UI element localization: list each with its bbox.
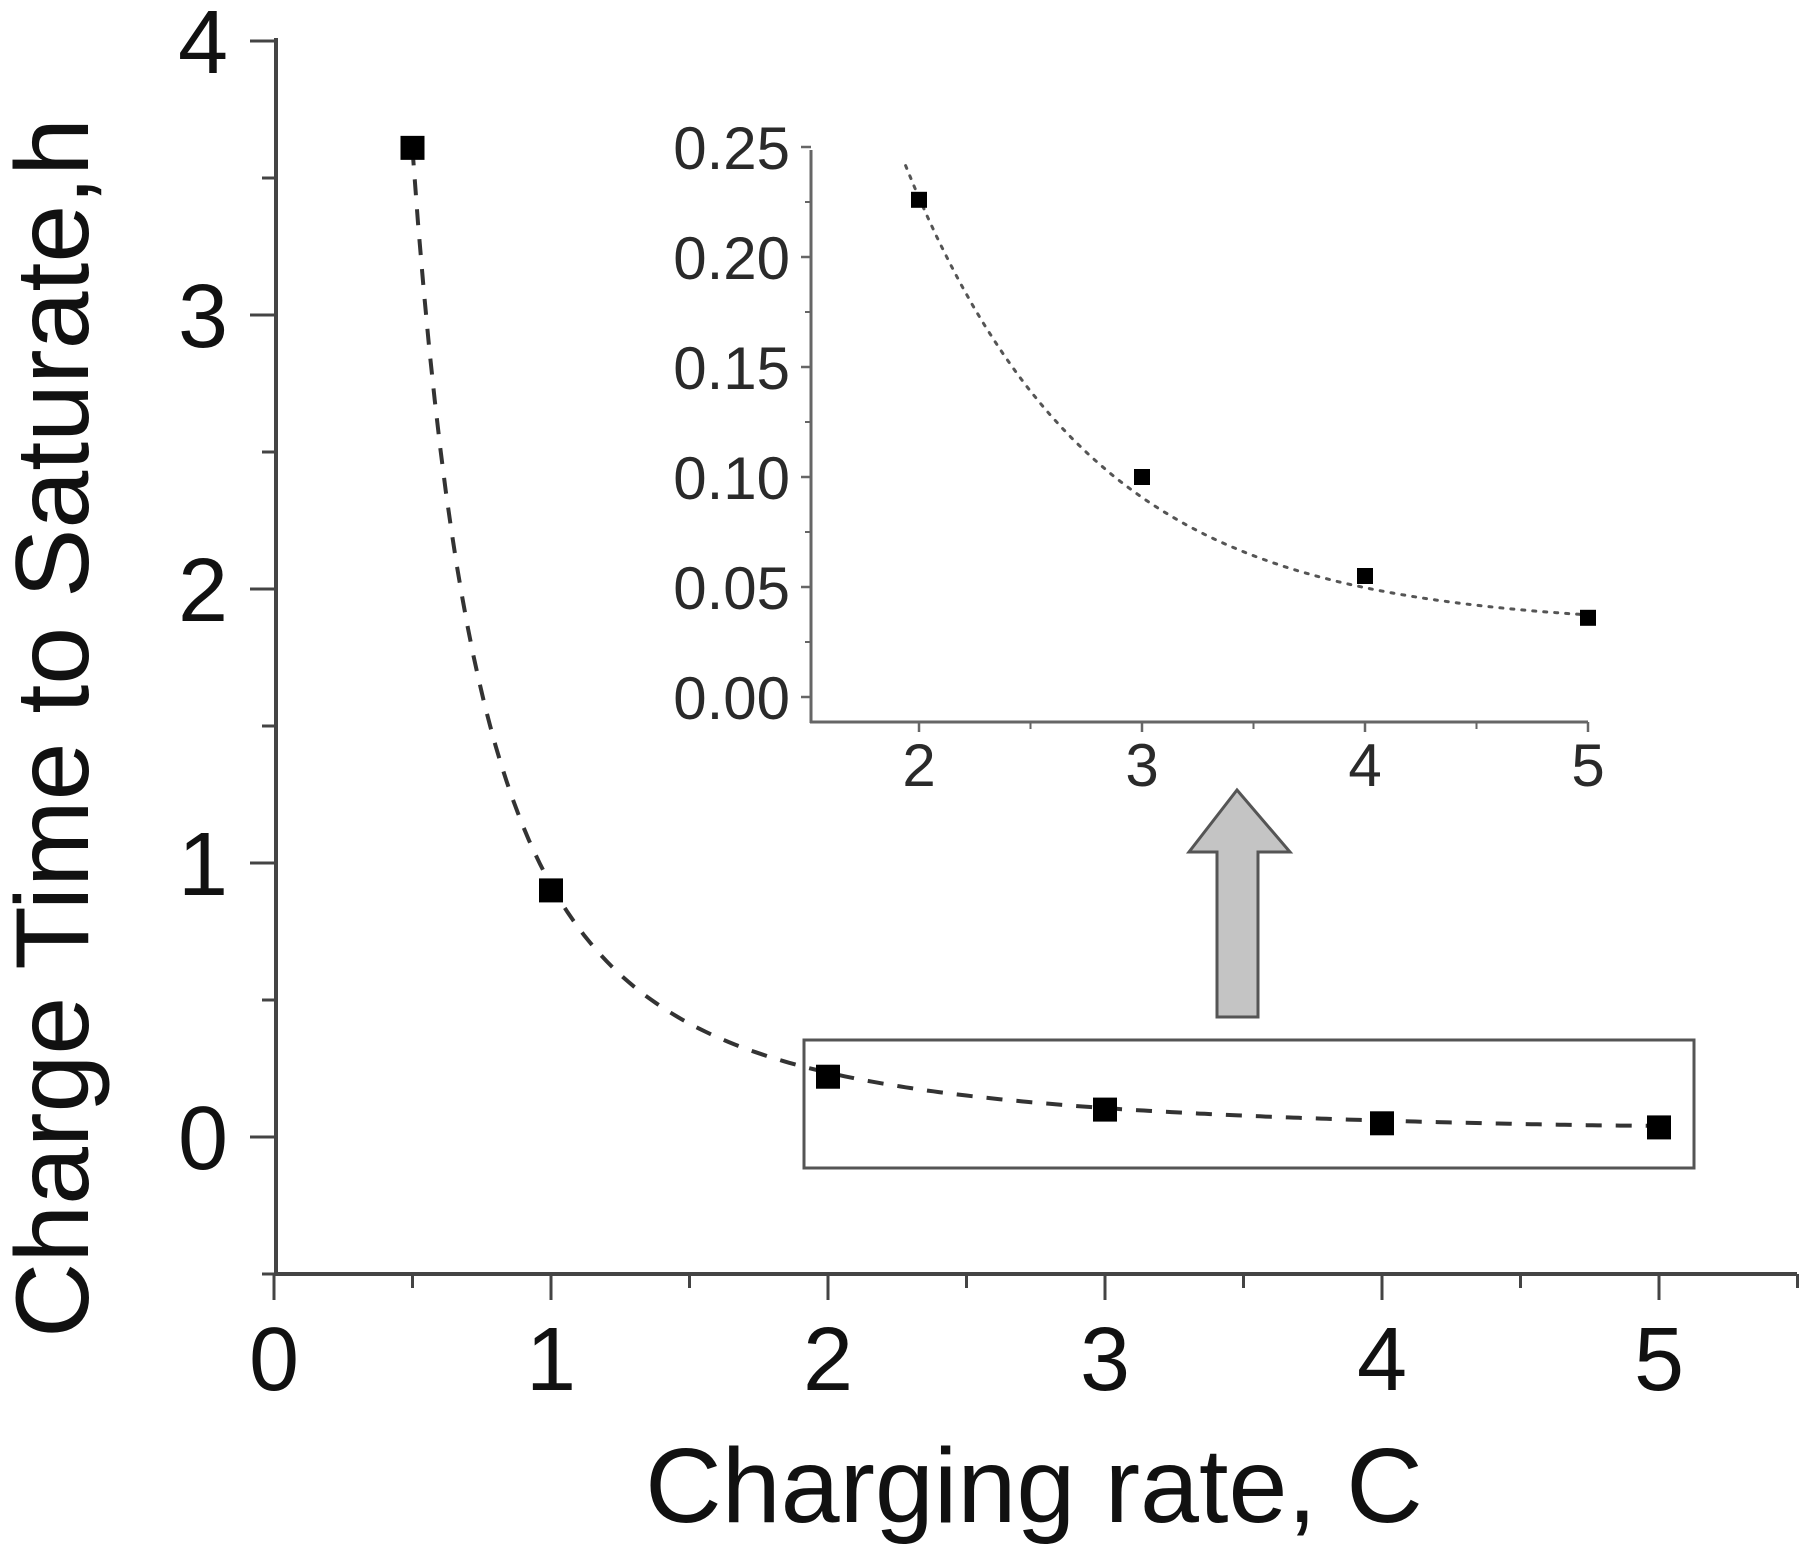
fit-curve-dashed bbox=[410, 149, 1659, 1128]
y-axis-title: Charge Time to Saturate,h bbox=[0, 118, 111, 1338]
inset-y-tick-label: 0.10 bbox=[673, 445, 790, 512]
zoom-region-box bbox=[802, 1038, 1696, 1170]
inset-data-point-marker bbox=[1134, 469, 1150, 485]
y-tick-label: 3 bbox=[178, 267, 228, 367]
inset-y-tick-label: 0.15 bbox=[673, 335, 790, 402]
inset-data-markers bbox=[911, 191, 1596, 626]
inset-y-tick-label: 0.05 bbox=[673, 555, 790, 622]
data-markers bbox=[400, 135, 1671, 1140]
y-tick-label: 4 bbox=[178, 0, 228, 93]
x-axis-title: Charging rate, C bbox=[645, 1427, 1423, 1545]
inset-data-point-marker bbox=[1357, 568, 1373, 584]
arrow-up-icon bbox=[1185, 787, 1294, 1019]
data-point-marker bbox=[1647, 1115, 1671, 1140]
x-tick-label: 5 bbox=[1634, 1310, 1684, 1410]
y-axis-ticks: 0 1 2 3 4 bbox=[178, 0, 276, 1276]
x-tick-label: 4 bbox=[1357, 1310, 1407, 1410]
inset-x-tick-label: 2 bbox=[902, 732, 935, 799]
inset-x-axis-ticks: 2 3 4 5 bbox=[902, 722, 1605, 799]
y-tick-label: 2 bbox=[178, 541, 228, 641]
main-axes: 0 1 2 3 4 0 1 2 3 4 5 bbox=[178, 0, 1799, 1410]
inset-x-tick-label: 3 bbox=[1125, 732, 1158, 799]
x-tick-label: 2 bbox=[803, 1310, 853, 1410]
data-point-marker bbox=[1093, 1097, 1117, 1122]
data-point-marker bbox=[1370, 1111, 1394, 1136]
inset-fit-curve-dotted bbox=[904, 164, 1590, 617]
y-tick-label: 0 bbox=[178, 1089, 228, 1189]
y-tick-label: 1 bbox=[178, 815, 228, 915]
inset-y-tick-label: 0.00 bbox=[673, 665, 790, 732]
data-point-marker bbox=[816, 1064, 840, 1089]
inset-y-tick-label: 0.20 bbox=[673, 225, 790, 292]
inset-y-axis-ticks: 0.00 0.05 0.10 0.15 0.20 0.25 bbox=[673, 115, 811, 732]
x-tick-label: 3 bbox=[1080, 1310, 1130, 1410]
inset-plot: 0.00 0.05 0.10 0.15 0.20 0.25 2 3 4 5 bbox=[673, 115, 1604, 799]
data-point-marker bbox=[539, 878, 563, 903]
data-point-marker bbox=[400, 135, 425, 160]
inset-x-tick-label: 4 bbox=[1348, 732, 1381, 799]
x-tick-label: 0 bbox=[249, 1310, 299, 1410]
x-tick-label: 1 bbox=[526, 1310, 576, 1410]
inset-x-tick-label: 5 bbox=[1571, 732, 1604, 799]
inset-data-point-marker bbox=[911, 191, 927, 208]
inset-y-tick-label: 0.25 bbox=[673, 115, 790, 182]
x-axis-ticks: 0 1 2 3 4 5 bbox=[249, 1274, 1799, 1410]
inset-data-point-marker bbox=[1580, 609, 1596, 626]
